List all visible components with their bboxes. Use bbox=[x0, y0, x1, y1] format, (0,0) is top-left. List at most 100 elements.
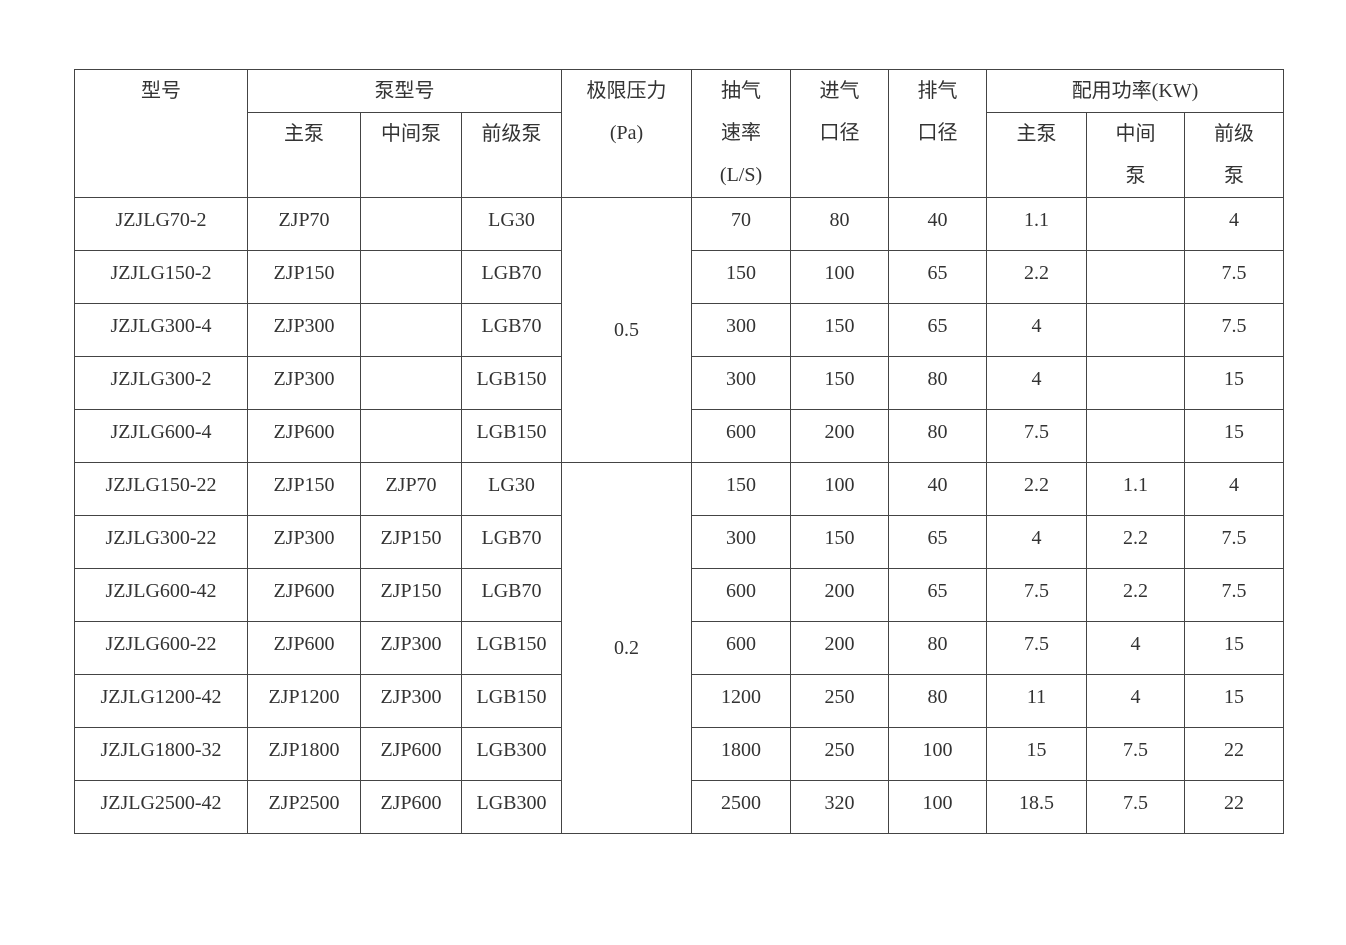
cell-main-pump: ZJP70 bbox=[247, 197, 361, 251]
cell-outlet: 65 bbox=[888, 515, 988, 569]
cell-outlet: 65 bbox=[888, 303, 988, 357]
cell-pumping-speed: 70 bbox=[691, 197, 792, 251]
cell-mid-pump: ZJP600 bbox=[360, 727, 462, 781]
cell-main-pump: ZJP1800 bbox=[247, 727, 361, 781]
header-power-main: 主泵 bbox=[986, 112, 1088, 198]
cell-ultimate-pressure: 0.2 bbox=[561, 462, 693, 834]
cell-outlet: 40 bbox=[888, 462, 988, 516]
cell-model: JZJLG150-22 bbox=[74, 462, 248, 516]
cell-main-pump: ZJP300 bbox=[247, 515, 361, 569]
cell-pumping-speed: 1200 bbox=[691, 674, 792, 728]
cell-power-main: 7.5 bbox=[986, 568, 1088, 622]
cell-pumping-speed: 150 bbox=[691, 250, 792, 304]
cell-fore-pump: LGB70 bbox=[460, 515, 563, 569]
cell-inlet: 200 bbox=[790, 621, 890, 675]
cell-pumping-speed: 300 bbox=[691, 303, 792, 357]
cell-model: JZJLG600-42 bbox=[74, 568, 248, 622]
cell-power-fore: 4 bbox=[1184, 462, 1285, 516]
table-row: JZJLG300-22 ZJP300 ZJP150 LGB70 300 150 65 4 2.2… bbox=[74, 515, 1285, 569]
cell-outlet: 100 bbox=[888, 727, 988, 781]
cell-fore-pump: LG30 bbox=[460, 197, 563, 251]
cell-power-mid: 2.2 bbox=[1086, 515, 1186, 569]
cell-pumping-speed: 2500 bbox=[691, 780, 792, 834]
cell-mid-pump: ZJP600 bbox=[360, 780, 462, 834]
cell-mid-pump: ZJP150 bbox=[360, 568, 462, 622]
cell-mid-pump bbox=[360, 303, 462, 357]
cell-mid-pump: ZJP300 bbox=[360, 674, 462, 728]
cell-fore-pump: LGB150 bbox=[460, 409, 563, 463]
cell-inlet: 150 bbox=[790, 356, 890, 410]
cell-model: JZJLG300-22 bbox=[74, 515, 248, 569]
cell-inlet: 250 bbox=[790, 674, 890, 728]
cell-power-mid: 7.5 bbox=[1086, 727, 1186, 781]
cell-power-main: 2.2 bbox=[986, 250, 1088, 304]
cell-fore-pump: LGB70 bbox=[460, 303, 563, 357]
table-row: JZJLG2500-42 ZJP2500 ZJP600 LGB300 2500 320 10… bbox=[74, 780, 1285, 834]
cell-main-pump: ZJP300 bbox=[247, 303, 361, 357]
cell-model: JZJLG600-4 bbox=[74, 409, 248, 463]
cell-power-main: 2.2 bbox=[986, 462, 1088, 516]
cell-ultimate-pressure: 0.5 bbox=[561, 197, 693, 463]
cell-model: JZJLG150-2 bbox=[74, 250, 248, 304]
cell-inlet: 80 bbox=[790, 197, 890, 251]
cell-power-main: 7.5 bbox=[986, 409, 1088, 463]
header-main-pump: 主泵 bbox=[247, 112, 361, 198]
cell-mid-pump bbox=[360, 197, 462, 251]
cell-inlet: 200 bbox=[790, 409, 890, 463]
cell-power-main: 18.5 bbox=[986, 780, 1088, 834]
cell-main-pump: ZJP600 bbox=[247, 568, 361, 622]
cell-power-mid: 4 bbox=[1086, 674, 1186, 728]
cell-power-mid: 7.5 bbox=[1086, 780, 1186, 834]
cell-mid-pump: ZJP150 bbox=[360, 515, 462, 569]
header-power-fore: 前级泵 bbox=[1184, 112, 1285, 198]
header-mid-pump: 中间泵 bbox=[360, 112, 462, 198]
header-pumping-speed: 抽气 速率 (L/S) bbox=[691, 69, 792, 198]
cell-mid-pump bbox=[360, 356, 462, 410]
cell-power-main: 11 bbox=[986, 674, 1088, 728]
cell-mid-pump bbox=[360, 409, 462, 463]
cell-power-mid: 4 bbox=[1086, 621, 1186, 675]
table-row: JZJLG600-4 ZJP600 LGB150 600 200 80 7.5 15 bbox=[74, 409, 1285, 463]
cell-fore-pump: LG30 bbox=[460, 462, 563, 516]
cell-inlet: 320 bbox=[790, 780, 890, 834]
cell-power-fore: 15 bbox=[1184, 409, 1285, 463]
cell-outlet: 40 bbox=[888, 197, 988, 251]
cell-fore-pump: LGB300 bbox=[460, 780, 563, 834]
cell-power-fore: 7.5 bbox=[1184, 568, 1285, 622]
cell-main-pump: ZJP2500 bbox=[247, 780, 361, 834]
cell-power-fore: 7.5 bbox=[1184, 303, 1285, 357]
cell-power-fore: 7.5 bbox=[1184, 250, 1285, 304]
cell-outlet: 80 bbox=[888, 621, 988, 675]
cell-inlet: 100 bbox=[790, 462, 890, 516]
cell-fore-pump: LGB150 bbox=[460, 674, 563, 728]
cell-outlet: 100 bbox=[888, 780, 988, 834]
cell-model: JZJLG300-2 bbox=[74, 356, 248, 410]
cell-main-pump: ZJP150 bbox=[247, 250, 361, 304]
cell-fore-pump: LGB150 bbox=[460, 621, 563, 675]
cell-outlet: 80 bbox=[888, 409, 988, 463]
cell-outlet: 65 bbox=[888, 568, 988, 622]
table-row: JZJLG150-2 ZJP150 LGB70 150 100 65 2.2 7.5 bbox=[74, 250, 1285, 304]
cell-model: JZJLG300-4 bbox=[74, 303, 248, 357]
cell-mid-pump bbox=[360, 250, 462, 304]
cell-power-fore: 15 bbox=[1184, 621, 1285, 675]
cell-mid-pump: ZJP70 bbox=[360, 462, 462, 516]
header-power: 配用功率(KW) bbox=[986, 69, 1285, 113]
cell-power-main: 15 bbox=[986, 727, 1088, 781]
cell-main-pump: ZJP600 bbox=[247, 621, 361, 675]
cell-power-main: 7.5 bbox=[986, 621, 1088, 675]
header-pump-model: 泵型号 bbox=[246, 69, 563, 113]
cell-model: JZJLG1800-32 bbox=[74, 727, 248, 781]
cell-power-mid bbox=[1086, 356, 1186, 410]
header-ultimate-pressure: 极限压力 (Pa) bbox=[561, 69, 693, 198]
cell-model: JZJLG70-2 bbox=[74, 197, 248, 251]
cell-power-fore: 15 bbox=[1184, 674, 1285, 728]
cell-pumping-speed: 600 bbox=[691, 409, 792, 463]
cell-main-pump: ZJP600 bbox=[247, 409, 361, 463]
header-outlet: 排气 口径 bbox=[888, 69, 988, 198]
cell-fore-pump: LGB300 bbox=[460, 727, 563, 781]
cell-inlet: 150 bbox=[790, 515, 890, 569]
cell-pumping-speed: 600 bbox=[691, 568, 792, 622]
cell-power-mid: 1.1 bbox=[1086, 462, 1186, 516]
cell-pumping-speed: 300 bbox=[691, 515, 792, 569]
